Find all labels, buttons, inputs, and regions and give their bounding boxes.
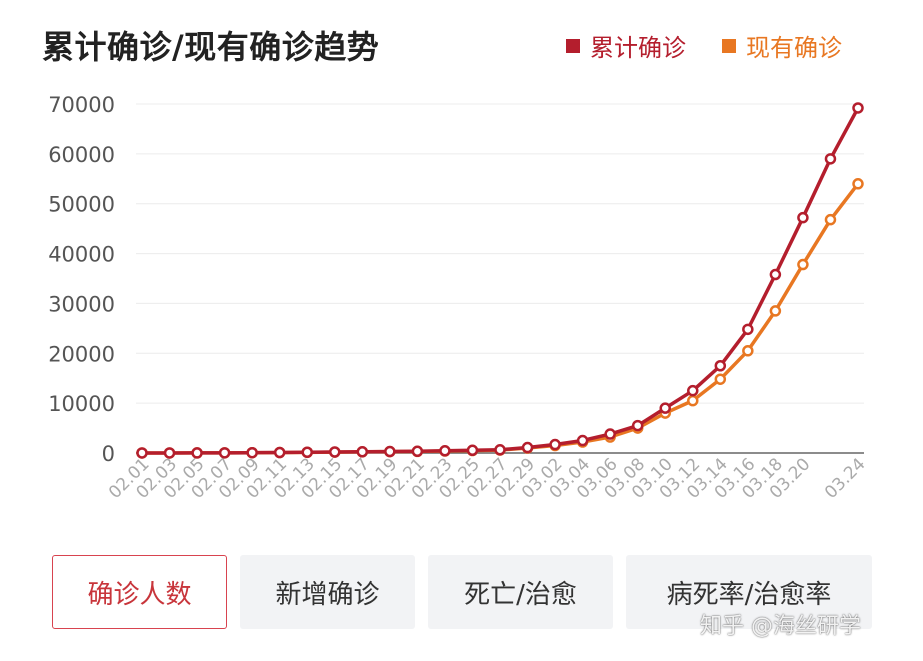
data-point xyxy=(439,445,451,457)
data-point xyxy=(742,323,754,336)
data-point xyxy=(329,446,341,458)
y-tick-label: 10000 xyxy=(48,392,115,416)
data-point xyxy=(631,419,644,432)
legend-label-current: 现有确诊 xyxy=(746,34,842,62)
data-point xyxy=(742,345,754,357)
data-point xyxy=(191,447,203,459)
data-point xyxy=(549,438,561,451)
data-point xyxy=(163,447,176,459)
data-point xyxy=(411,445,424,458)
series-line-current xyxy=(142,182,860,455)
data-point xyxy=(824,153,837,165)
y-tick-label: 40000 xyxy=(48,243,115,267)
data-point xyxy=(659,402,671,414)
data-point xyxy=(852,178,864,190)
data-point xyxy=(852,102,864,114)
data-point xyxy=(246,446,258,459)
y-tick-label: 70000 xyxy=(48,93,115,117)
tab-bar: 确诊人数 新增确诊 死亡/治愈 病死率/治愈率 xyxy=(52,555,872,629)
data-point xyxy=(521,441,534,454)
tab-confirmed[interactable]: 确诊人数 xyxy=(52,555,227,629)
data-point xyxy=(466,444,479,457)
tab-death-cured[interactable]: 死亡/治愈 xyxy=(428,555,613,629)
data-point xyxy=(604,428,616,440)
data-point xyxy=(218,447,231,459)
data-point xyxy=(384,445,396,458)
legend-item-current[interactable]: 现有确诊 xyxy=(722,28,842,63)
data-point xyxy=(301,446,313,459)
data-point xyxy=(494,444,506,456)
y-tick-label: 30000 xyxy=(48,292,115,316)
y-tick-label: 60000 xyxy=(48,143,115,167)
data-point xyxy=(824,213,837,226)
legend-swatch-current xyxy=(722,38,736,53)
legend-swatch-cumulative xyxy=(566,38,580,53)
chart-title: 累计确诊/现有确诊趋势 xyxy=(42,28,380,66)
tab-fatality-cure-rate[interactable]: 病死率/治愈率 xyxy=(626,555,872,629)
legend-label-cumulative: 累计确诊 xyxy=(590,34,686,62)
data-point xyxy=(576,434,589,447)
data-point xyxy=(273,446,286,459)
legend-item-cumulative[interactable]: 累计确诊 xyxy=(566,28,686,63)
data-point xyxy=(797,258,809,271)
data-point xyxy=(356,446,369,458)
data-point xyxy=(687,384,699,397)
y-tick-label: 20000 xyxy=(48,342,115,366)
y-tick-label: 0 xyxy=(102,442,115,466)
watermark-text: 知乎 @海丝研学 xyxy=(700,614,861,639)
tab-new-confirmed[interactable]: 新增确诊 xyxy=(240,555,415,629)
data-point xyxy=(797,211,809,224)
data-point xyxy=(714,360,727,372)
y-tick-label: 50000 xyxy=(48,193,115,217)
line-chart: 01000020000300004000050000600007000002.0… xyxy=(48,93,870,503)
series-line-cumulative xyxy=(142,107,860,455)
data-point xyxy=(136,447,148,459)
data-point xyxy=(714,373,727,385)
data-point xyxy=(769,268,782,281)
x-tick-label: 03.24 xyxy=(821,454,870,503)
data-point xyxy=(769,305,782,317)
data-point xyxy=(687,394,699,407)
